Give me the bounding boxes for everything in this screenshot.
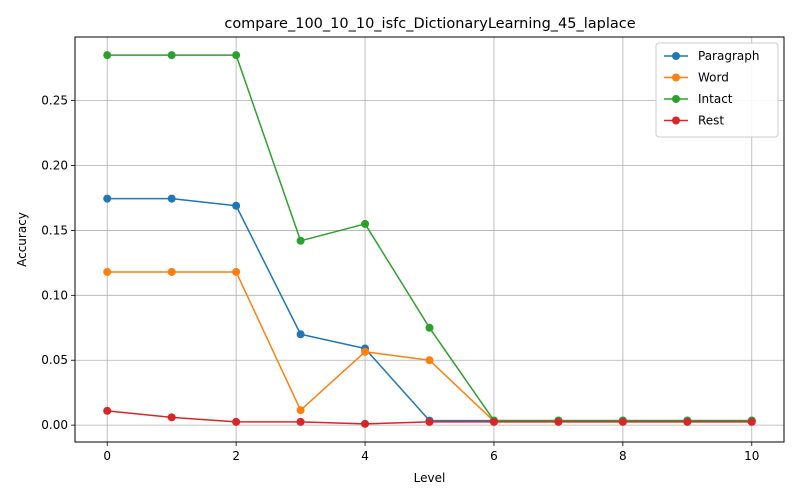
rest-point [683, 417, 692, 426]
legend-item-paragraph: Paragraph [664, 49, 759, 63]
intact-point [296, 236, 305, 245]
y-tick-label: 0.25 [41, 94, 68, 108]
rest-point [296, 417, 305, 426]
x-tick-label: 8 [619, 449, 627, 463]
grid [75, 37, 784, 442]
y-tick-label: 0.15 [41, 223, 68, 237]
rest-point [167, 413, 176, 422]
rest-point [747, 417, 756, 426]
y-tick-label: 0.20 [41, 159, 68, 173]
word-point [232, 267, 241, 276]
word-point [425, 356, 434, 365]
series-layer [103, 51, 756, 428]
legend-marker-rest [672, 116, 680, 125]
legend: Paragraph Word Intact Rest [655, 42, 779, 138]
y-axis-label: Accuracy [15, 212, 29, 267]
legend-label-intact: Intact [698, 92, 733, 106]
rest-point [554, 417, 563, 426]
word-point [361, 347, 370, 356]
x-tick-label: 10 [744, 449, 759, 463]
plot-frame [74, 36, 785, 443]
paragraph-point [167, 194, 176, 203]
rest-point [361, 419, 370, 428]
rest-point [618, 417, 627, 426]
rest-point [425, 417, 434, 426]
rest-point [232, 417, 241, 426]
intact-point [361, 219, 370, 228]
legend-label-word: Word [698, 71, 729, 85]
x-axis-label: Level [414, 471, 446, 485]
legend-item-word: Word [664, 71, 729, 85]
intact-point [167, 51, 176, 60]
x-tick-label: 4 [361, 449, 369, 463]
series-rest [103, 406, 756, 428]
legend-item-rest: Rest [664, 114, 724, 128]
rest-point [489, 417, 498, 426]
x-tick-label: 2 [232, 449, 240, 463]
ticks: 0 2 4 6 8 10 0.00 0.05 0.10 0.15 0.20 0.25 [41, 94, 759, 463]
word-point [167, 267, 176, 276]
word-point [296, 406, 305, 415]
intact-point [425, 323, 434, 332]
legend-label-paragraph: Paragraph [698, 49, 759, 63]
paragraph-point [103, 194, 112, 203]
x-tick-label: 0 [103, 449, 111, 463]
legend-label-rest: Rest [698, 114, 724, 128]
paragraph-point [232, 201, 241, 210]
chart-title: compare_100_10_10_isfc_DictionaryLearnin… [224, 16, 635, 32]
legend-marker-paragraph [672, 52, 680, 60]
legend-marker-intact [672, 95, 680, 103]
y-tick-label: 0.00 [41, 418, 68, 432]
word-point [103, 267, 112, 276]
intact-point [232, 51, 241, 60]
intact-point [103, 51, 112, 60]
legend-item-intact: Intact [664, 92, 733, 106]
y-tick-label: 0.05 [41, 353, 68, 367]
legend-box [655, 42, 779, 138]
x-tick-label: 6 [490, 449, 498, 463]
y-tick-label: 0.10 [41, 288, 68, 302]
rest-point [103, 406, 112, 415]
legend-marker-word [672, 73, 680, 82]
paragraph-point [296, 330, 305, 339]
